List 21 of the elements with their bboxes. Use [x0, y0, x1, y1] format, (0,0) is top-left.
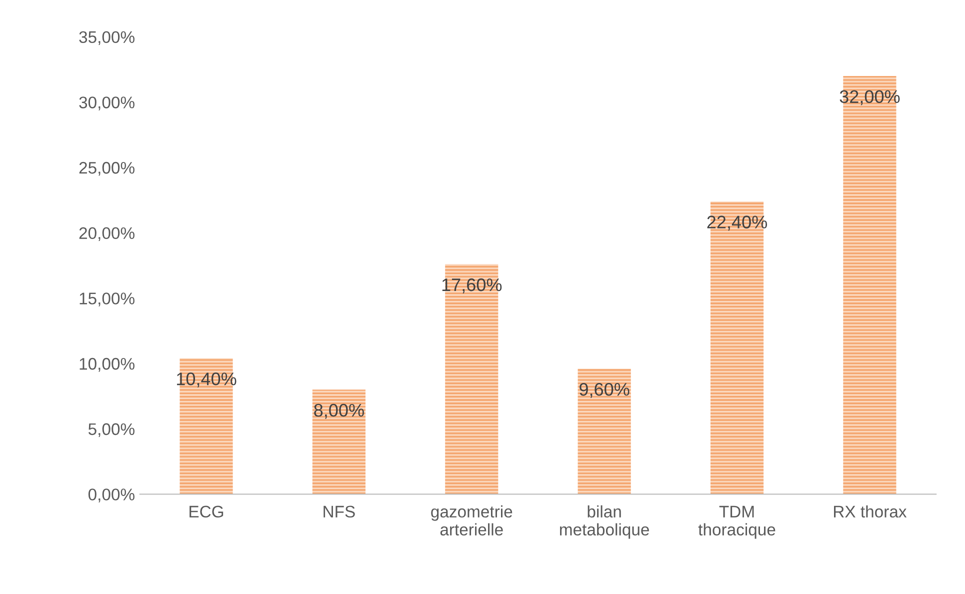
data-label: 17,60% — [442, 278, 502, 294]
y-tick-label: 10,00% — [80, 358, 134, 372]
x-tick-label: gazometrie arterielle — [431, 505, 512, 536]
data-label: 22,40% — [707, 216, 767, 231]
y-tick-label: 0,00% — [88, 488, 134, 502]
y-tick-label: 35,00% — [79, 31, 134, 45]
x-tick-label: bilan metabolique — [560, 505, 649, 539]
data-label: 9,60% — [580, 382, 630, 398]
x-tick-label: ECG — [190, 506, 224, 518]
x-tick-label: TDM thoracique — [698, 506, 776, 539]
bar — [312, 390, 366, 494]
y-tick-label: 5,00% — [88, 423, 134, 438]
x-tick-label: NFS — [324, 506, 355, 518]
bar — [578, 368, 631, 494]
data-label: 8,00% — [314, 404, 364, 419]
y-tick-label: 25,00% — [79, 162, 134, 176]
y-tick-label: 30,00% — [79, 96, 134, 110]
y-tick-label: 20,00% — [79, 227, 134, 242]
data-label: 32,00% — [840, 90, 900, 106]
x-tick-label: RX thorax — [834, 505, 907, 518]
y-tick-label: 15,00% — [80, 292, 134, 306]
